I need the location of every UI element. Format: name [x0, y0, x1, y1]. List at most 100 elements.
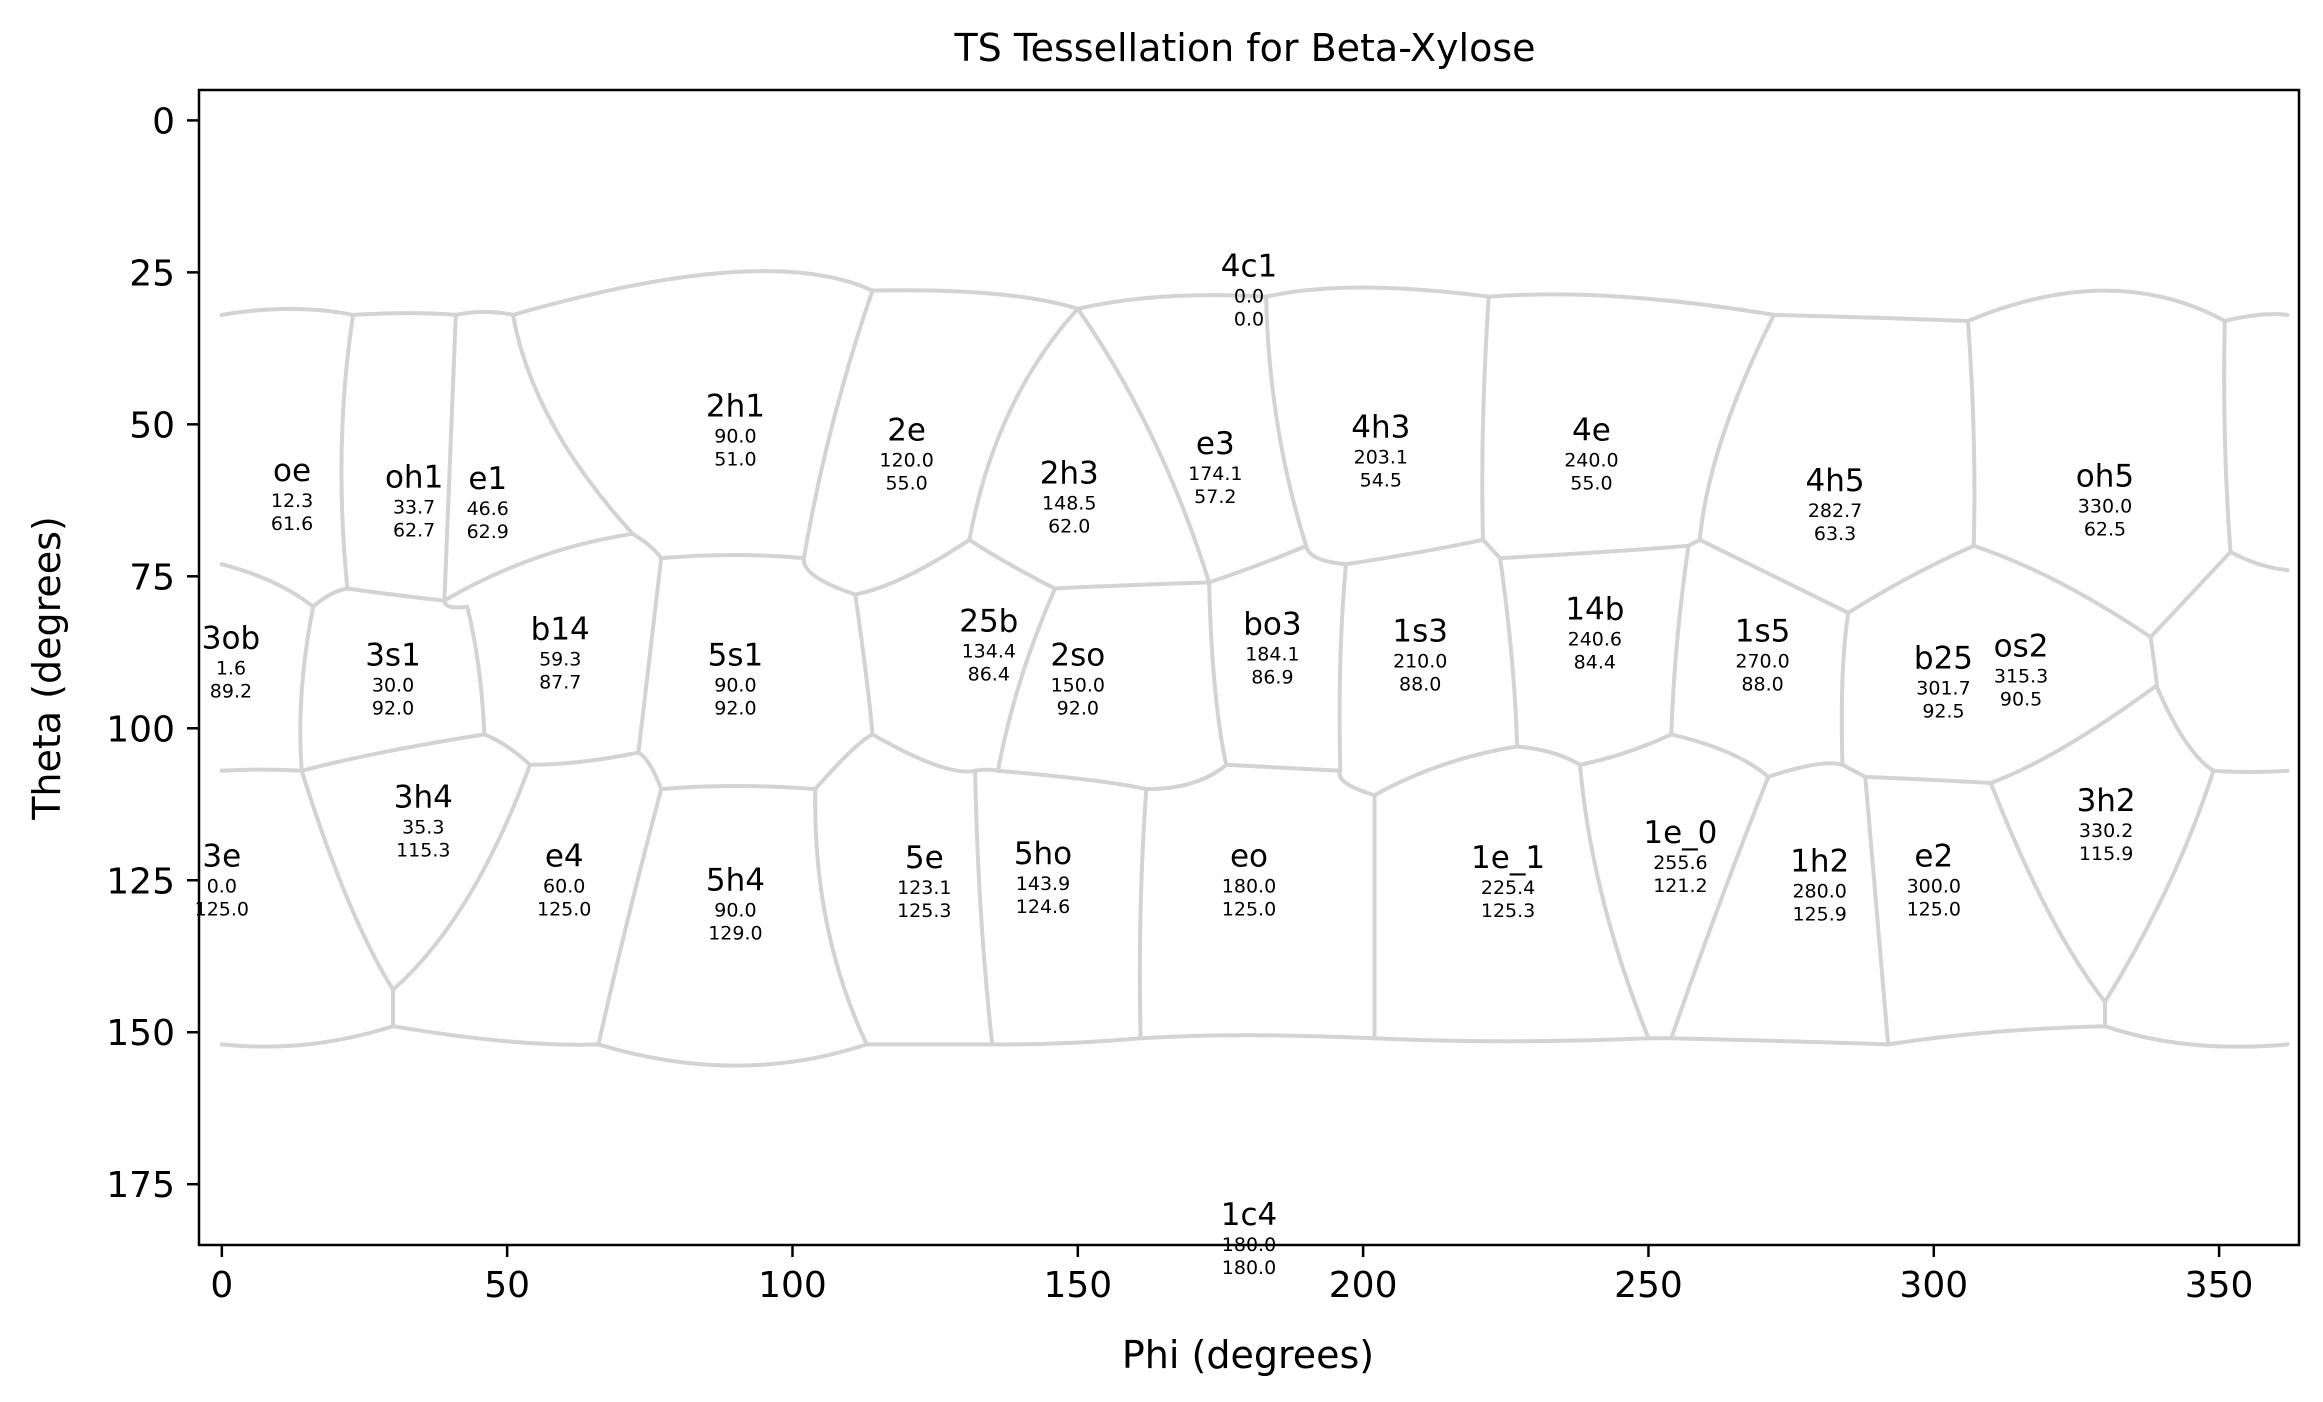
tessellation-edge — [299, 732, 487, 773]
ts-point-name: 1c4 — [1221, 1197, 1278, 1233]
y-tick-label: 125 — [106, 861, 175, 902]
y-axis-title: Theta (degrees) — [25, 516, 69, 821]
tessellation-edge — [442, 598, 470, 610]
ts-point-theta: 121.2 — [1653, 875, 1707, 897]
ts-point-theta: 86.9 — [1251, 667, 1293, 689]
tessellation-edge — [870, 288, 1080, 311]
ts-point-theta: 88.0 — [1399, 673, 1441, 695]
ts-point-theta: 86.4 — [968, 664, 1010, 686]
tessellation-edge — [1839, 610, 1851, 767]
ts-point-phi: 280.0 — [1792, 881, 1846, 903]
tessellation-edge — [973, 768, 995, 1047]
ts-point-theta: 54.5 — [1360, 470, 1402, 492]
tessellation-edge — [1669, 1036, 1891, 1047]
ts-point-name: 5ho — [1014, 836, 1072, 872]
ts-point-theta: 92.0 — [714, 698, 756, 720]
ts-point-name: 3h4 — [394, 779, 453, 815]
ts-point-phi: 1.6 — [216, 658, 246, 680]
tessellation-edge — [813, 732, 875, 792]
tessellation-edge — [801, 288, 875, 561]
ts-point-theta: 129.0 — [708, 923, 762, 945]
chart-title: TS Tessellation for Beta-Xylose — [953, 26, 1535, 70]
tessellation-edge — [1669, 774, 1771, 1041]
tessellation-edge — [1144, 762, 1229, 792]
ts-point-name: 3s1 — [365, 638, 421, 674]
tessellation-edge — [345, 586, 447, 603]
y-tick-label: 50 — [129, 405, 175, 446]
ts-point-theta: 57.2 — [1194, 486, 1236, 508]
tessellation-edge — [311, 586, 350, 609]
tessellation-edge — [442, 531, 635, 603]
tessellation-edge — [1697, 537, 1851, 615]
ts-point-theta: 62.0 — [1048, 515, 1090, 537]
ts-point-phi: 301.7 — [1916, 678, 1970, 700]
tessellation-edge — [1207, 543, 1309, 585]
ts-point-phi: 180.0 — [1222, 875, 1276, 897]
ts-point-name: os2 — [1994, 629, 2049, 665]
tessellation-edge — [1075, 293, 1269, 311]
ts-point-theta: 125.0 — [1222, 898, 1276, 920]
tessellation-edge — [453, 309, 515, 317]
x-tick-label: 100 — [758, 1265, 827, 1306]
ts-point-name: 14b — [1565, 591, 1624, 627]
tessellation-edge — [1372, 1036, 1651, 1044]
tessellation-edge — [1337, 768, 1377, 798]
ts-point-theta: 125.0 — [1907, 898, 1961, 920]
tessellation-edge — [339, 312, 356, 591]
tessellation-edge — [967, 537, 1057, 591]
ts-point-phi: 210.0 — [1393, 650, 1447, 672]
ts-point-phi: 184.1 — [1245, 644, 1299, 666]
tessellation-edge — [510, 269, 875, 317]
ts-point-phi: 59.3 — [539, 649, 581, 671]
ts-point-theta: 62.7 — [393, 520, 435, 542]
tessellation-edge — [299, 768, 395, 992]
tessellation-edge — [2148, 550, 2233, 640]
tessellation-edge — [801, 556, 858, 597]
tessellation-edge — [2222, 319, 2233, 554]
ts-point-name: 25b — [959, 604, 1018, 640]
tessellation-edge — [596, 1042, 869, 1068]
ts-point-phi: 225.4 — [1481, 877, 1535, 899]
ts-point-phi: 255.6 — [1653, 852, 1707, 874]
tessellation-edge — [1578, 762, 1651, 1041]
tessellation-edge — [1207, 580, 1229, 767]
tessellation-edge — [636, 750, 664, 792]
tessellation-edge — [1264, 285, 1491, 299]
ts-point-name: 2e — [887, 413, 926, 449]
ts-point-name: e3 — [1196, 426, 1235, 462]
x-tick-label: 0 — [210, 1265, 233, 1306]
ts-point-theta: 125.0 — [195, 898, 249, 920]
ts-point-theta: 92.5 — [1922, 701, 1964, 723]
ts-point-phi: 90.0 — [714, 900, 756, 922]
tessellation-edge — [967, 306, 1080, 542]
ts-point-theta: 51.0 — [714, 448, 756, 470]
ts-point-name: 2so — [1050, 638, 1105, 674]
ts-point-theta: 125.9 — [1792, 904, 1846, 926]
tessellation-edge — [1772, 312, 1970, 323]
tessellation-edge — [636, 556, 664, 755]
x-tick-label: 200 — [1329, 1265, 1398, 1306]
tessellation-edge — [1669, 732, 1771, 779]
tessellation-edge — [1498, 543, 1691, 561]
ts-point-name: 3h2 — [2077, 783, 2136, 819]
tessellation-edge — [510, 312, 635, 536]
ts-point-name: e1 — [468, 461, 507, 497]
tessellation-edge — [973, 767, 1000, 773]
tessellation-edge — [2222, 312, 2290, 323]
